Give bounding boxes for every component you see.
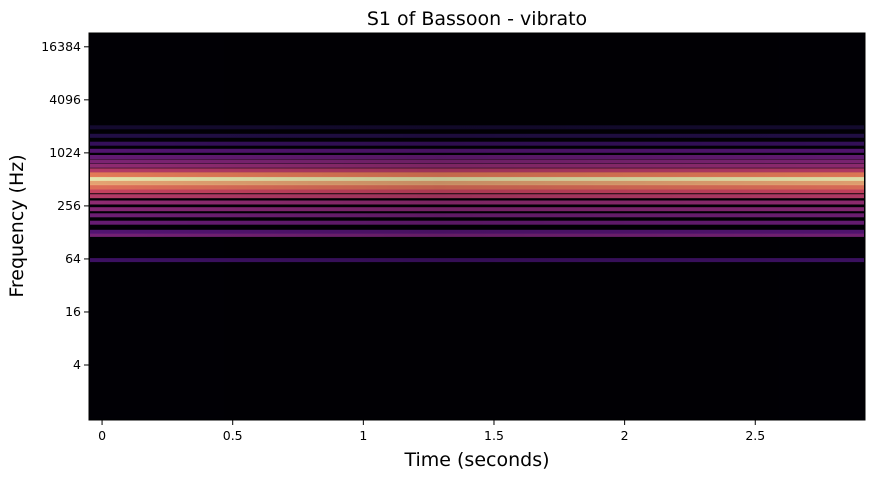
y-tick-label-2: 64: [65, 251, 81, 266]
y-tick-label-6: 16384: [41, 39, 81, 54]
x-tick-label-1: 0.5: [223, 428, 243, 443]
x-axis-ticks: 0 0.5 1 1.5 2 2.5: [98, 420, 765, 443]
y-axis-label: Frequency (Hz): [6, 154, 28, 297]
y-tick-label-3: 256: [57, 198, 81, 213]
x-axis-label: Time (seconds): [403, 449, 549, 471]
y-tick-label-5: 4096: [49, 92, 81, 107]
x-tick-label-0: 0: [98, 428, 106, 443]
plot-frame: [88, 32, 866, 421]
y-tick-label-1: 16: [65, 304, 81, 319]
x-tick-label-4: 2: [621, 428, 629, 443]
y-axis-ticks: 4 16 64 256 1024 4096 16384: [41, 39, 89, 372]
x-tick-label-3: 1.5: [484, 428, 504, 443]
plot-area: [88, 32, 866, 421]
time-shading: [89, 33, 865, 420]
y-tick-label-4: 1024: [49, 145, 81, 160]
chart-title: S1 of Bassoon - vibrato: [367, 8, 587, 30]
x-tick-label-5: 2.5: [745, 428, 765, 443]
y-tick-label-0: 4: [73, 357, 81, 372]
x-tick-label-2: 1: [359, 428, 367, 443]
